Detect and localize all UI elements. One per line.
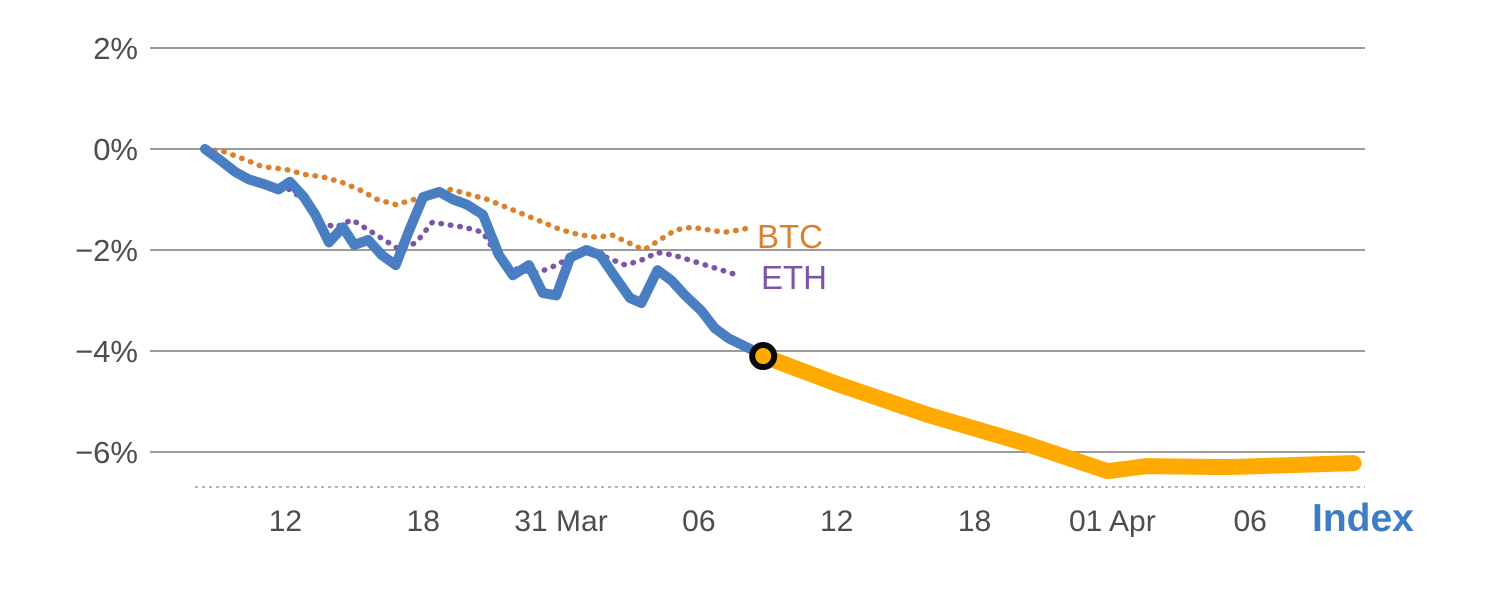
y-axis-tick-label: −6% [75, 435, 138, 470]
y-axis-tick-label: 2% [93, 31, 138, 66]
current-point-marker [749, 342, 778, 371]
x-axis-tick-label: 06 [1233, 505, 1266, 538]
x-axis-title-index: Index [1312, 497, 1414, 540]
x-axis-tick-label: 12 [820, 505, 853, 538]
x-axis-tick-label: 12 [269, 505, 302, 538]
series-line-index [200, 144, 769, 361]
series-label-eth: ETH [761, 259, 827, 296]
x-axis-tick-label: 01 Apr [1069, 505, 1156, 538]
y-axis-tick-label: 0% [93, 132, 138, 167]
x-axis-tick-label: 18 [407, 505, 440, 538]
x-axis-tick-label: 31 Mar [514, 505, 607, 538]
x-axis-tick-label: 18 [958, 505, 991, 538]
y-axis-tick-label: −2% [75, 233, 138, 268]
series-line-btc [202, 146, 755, 253]
series-label-btc: BTC [757, 218, 823, 255]
series-line-index-projection [755, 348, 1362, 480]
x-axis-tick-label: 06 [682, 505, 715, 538]
y-axis-tick-label: −4% [75, 334, 138, 369]
